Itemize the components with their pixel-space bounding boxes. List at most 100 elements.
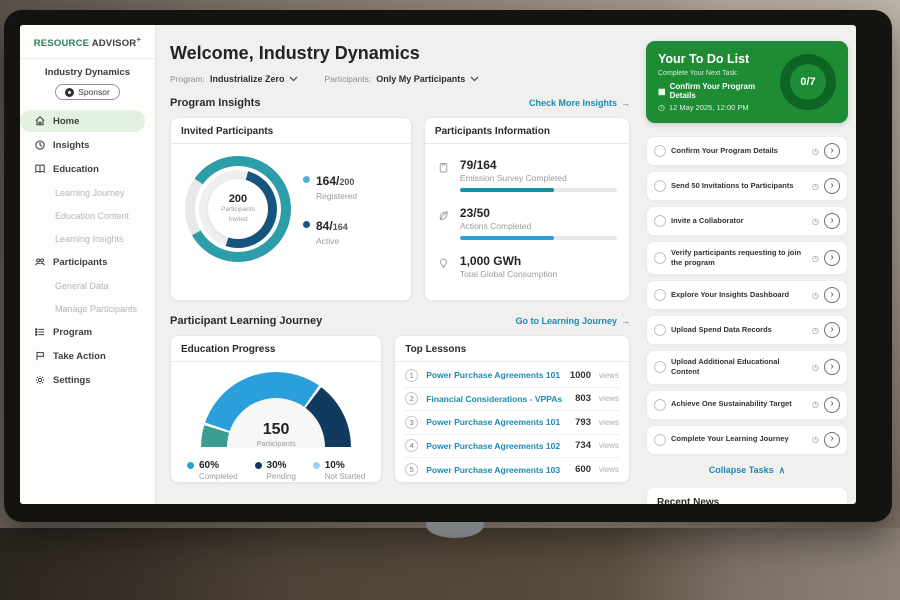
donut-legend: 164/200 Registered 84/164 Active xyxy=(303,172,357,246)
sidebar-item-home[interactable]: Home xyxy=(20,110,145,132)
learning-journey-header: Participant Learning Journey Go to Learn… xyxy=(170,315,630,327)
task-checkbox[interactable] xyxy=(654,215,666,227)
rank-badge: 1 xyxy=(405,369,418,382)
sidebar-item-education-content[interactable]: Education Content xyxy=(20,205,155,226)
task-checkbox[interactable] xyxy=(654,361,666,373)
lesson-link[interactable]: Power Purchase Agreements 101 xyxy=(426,370,562,380)
card-title: Education Progress xyxy=(171,336,381,362)
not-started-dot-icon xyxy=(313,462,320,469)
sidebar-item-participants[interactable]: Participants xyxy=(20,251,155,273)
sidebar-item-education[interactable]: Education xyxy=(20,158,155,180)
sidebar-item-program[interactable]: Program xyxy=(20,321,155,343)
todo-item[interactable]: Explore Your Insights Dashboard ◷ › xyxy=(646,280,848,310)
card-title: Invited Participants xyxy=(171,118,411,144)
sidebar-nav: Home Insights Education Learning Journey… xyxy=(20,110,155,391)
todo-item[interactable]: Send 50 Invitations to Participants ◷ › xyxy=(646,171,848,201)
task-checkbox[interactable] xyxy=(654,434,666,446)
task-checkbox[interactable] xyxy=(654,252,666,264)
todo-item[interactable]: Invite a Collaborator ◷ › xyxy=(646,206,848,236)
task-chevron-button[interactable]: › xyxy=(824,432,840,448)
todo-item[interactable]: Verify participants requesting to join t… xyxy=(646,241,848,275)
todo-item[interactable]: Achieve One Sustainability Target ◷ › xyxy=(646,390,848,420)
lesson-link[interactable]: Power Purchase Agreements 103 xyxy=(426,465,567,475)
task-checkbox[interactable] xyxy=(654,399,666,411)
todo-progress-ring: 0/7 xyxy=(780,54,836,110)
clock-icon: ◷ xyxy=(812,291,819,300)
task-checkbox[interactable] xyxy=(654,145,666,157)
active-dot-icon xyxy=(303,221,310,228)
task-chevron-button[interactable]: › xyxy=(824,143,840,159)
check-more-insights-link[interactable]: Check More Insights → xyxy=(529,98,630,108)
grid-icon: ▦ xyxy=(658,87,666,96)
task-chevron-button[interactable]: › xyxy=(824,287,840,303)
sidebar-item-learning-journey[interactable]: Learning Journey xyxy=(20,182,155,203)
lesson-link[interactable]: Power Purchase Agreements 102 xyxy=(426,441,567,451)
lesson-link[interactable]: Power Purchase Agreements 101 xyxy=(426,417,567,427)
info-rows: 79/164 Emission Survey Completed 23/50 A… xyxy=(425,144,629,300)
recent-news-card: Recent News xyxy=(646,487,848,505)
clock-icon: ◷ xyxy=(812,217,819,226)
bulb-icon xyxy=(437,254,451,284)
task-checkbox[interactable] xyxy=(654,324,666,336)
emission-survey-row: 79/164 Emission Survey Completed xyxy=(437,152,617,200)
sidebar-item-insights[interactable]: Insights xyxy=(20,134,155,156)
sidebar-item-label: Insights xyxy=(53,140,89,151)
program-select[interactable]: Program: Industrialize Zero xyxy=(170,74,298,84)
chevron-down-icon xyxy=(470,76,479,82)
task-chevron-button[interactable]: › xyxy=(824,359,840,375)
clock-icon: ◷ xyxy=(812,182,819,191)
sidebar-item-label: Education Content xyxy=(55,211,129,221)
task-chevron-button[interactable]: › xyxy=(824,213,840,229)
caret-up-icon: ∧ xyxy=(779,465,786,476)
views-count: 803 xyxy=(575,393,591,404)
views-count: 600 xyxy=(575,464,591,475)
list-icon xyxy=(34,326,46,338)
clock-icon: ◷ xyxy=(812,147,819,156)
collapse-tasks-link[interactable]: Collapse Tasks ∧ xyxy=(709,465,785,476)
task-chevron-button[interactable]: › xyxy=(824,250,840,266)
views-word: views xyxy=(599,441,619,450)
sidebar-item-manage-participants[interactable]: Manage Participants xyxy=(20,298,155,319)
lesson-row: 1 Power Purchase Agreements 101 1000 vie… xyxy=(405,364,619,388)
participants-select[interactable]: Participants: Only My Participants xyxy=(324,74,479,84)
todo-item[interactable]: Complete Your Learning Journey ◷ › xyxy=(646,425,848,455)
lesson-link[interactable]: Financial Considerations - VPPAs xyxy=(426,394,567,404)
sponsor-icon xyxy=(65,88,74,97)
views-count: 793 xyxy=(575,417,591,428)
gauge-wrap: 150 Participants xyxy=(171,372,381,448)
todo-progress-value: 0/7 xyxy=(790,64,826,100)
sidebar-item-learning-insights[interactable]: Learning Insights xyxy=(20,228,155,249)
legend-pending: 30% Pending xyxy=(255,460,296,481)
go-to-learning-journey-link[interactable]: Go to Learning Journey → xyxy=(515,316,630,326)
views-count: 1000 xyxy=(570,370,591,381)
todo-panel: Your To Do List Complete Your Next Task:… xyxy=(642,25,856,504)
task-label: Send 50 Invitations to Participants xyxy=(671,181,807,191)
insights-cards-row: Invited Participants 200 Participants In… xyxy=(170,117,630,301)
todo-item[interactable]: Upload Spend Data Records ◷ › xyxy=(646,315,848,345)
task-chevron-button[interactable]: › xyxy=(824,322,840,338)
todo-item[interactable]: Confirm Your Program Details ◷ › xyxy=(646,136,848,166)
sidebar-item-general-data[interactable]: General Data xyxy=(20,275,155,296)
todo-item[interactable]: Upload Additional Educational Content ◷ … xyxy=(646,350,848,384)
metric-label: Actions Completed xyxy=(460,221,617,231)
rank-badge: 2 xyxy=(405,392,418,405)
task-chevron-button[interactable]: › xyxy=(824,397,840,413)
sidebar-item-take-action[interactable]: Take Action xyxy=(20,345,155,367)
sidebar-item-label: Participants xyxy=(53,257,107,268)
task-chevron-button[interactable]: › xyxy=(824,178,840,194)
link-label: Go to Learning Journey xyxy=(515,316,617,326)
sidebar-item-settings[interactable]: Settings xyxy=(20,369,155,391)
todo-hero-text: Your To Do List Complete Your Next Task:… xyxy=(658,52,772,112)
program-select-value: Industrialize Zero xyxy=(210,74,285,84)
sidebar-item-label: Take Action xyxy=(53,351,106,362)
education-progress-card: Education Progress 150 Participants xyxy=(170,335,382,483)
task-checkbox[interactable] xyxy=(654,180,666,192)
donut-center-value: 200 xyxy=(229,193,247,205)
sidebar-item-label: Settings xyxy=(53,375,90,386)
recent-news-title: Recent News xyxy=(657,497,837,505)
participants-select-label: Participants: xyxy=(324,74,371,84)
task-checkbox[interactable] xyxy=(654,289,666,301)
task-label: Upload Additional Educational Content xyxy=(671,357,807,377)
lesson-row: 4 Power Purchase Agreements 102 734 view… xyxy=(405,435,619,459)
program-insights-header: Program Insights Check More Insights → xyxy=(170,97,630,109)
